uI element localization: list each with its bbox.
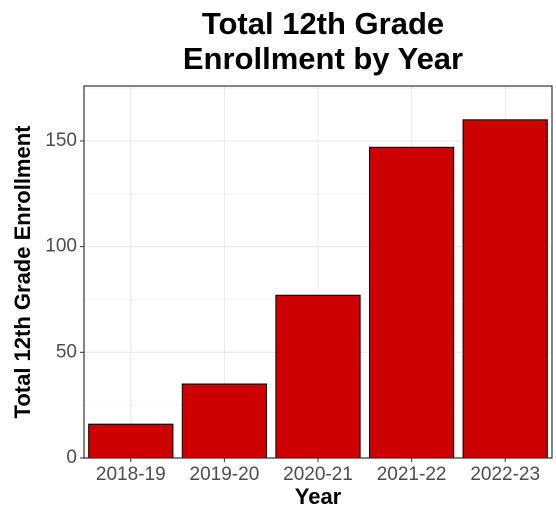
bar	[462, 119, 548, 459]
x-tick-label: 2018-19	[96, 464, 166, 485]
bar	[275, 294, 361, 459]
chart-title: Enrollment by Year	[183, 41, 463, 76]
x-tick-label: 2019-20	[190, 464, 260, 485]
y-tick-label: 0	[66, 447, 77, 468]
y-axis-label: Total 12th Grade Enrollment	[10, 125, 35, 419]
x-tick-label: 2020-21	[283, 464, 353, 485]
bar	[368, 146, 455, 459]
y-tick-label: 50	[56, 341, 77, 362]
x-axis-label: Year	[295, 484, 342, 509]
bar	[181, 383, 268, 459]
x-tick-label: 2021-22	[377, 464, 447, 485]
chart-title: Total 12th Grade	[202, 6, 444, 41]
panel-border	[83, 85, 553, 459]
y-tick-label: 150	[45, 130, 77, 151]
bar	[88, 423, 174, 459]
y-tick-label: 100	[45, 236, 77, 257]
x-tick-label: 2022-23	[470, 464, 540, 485]
